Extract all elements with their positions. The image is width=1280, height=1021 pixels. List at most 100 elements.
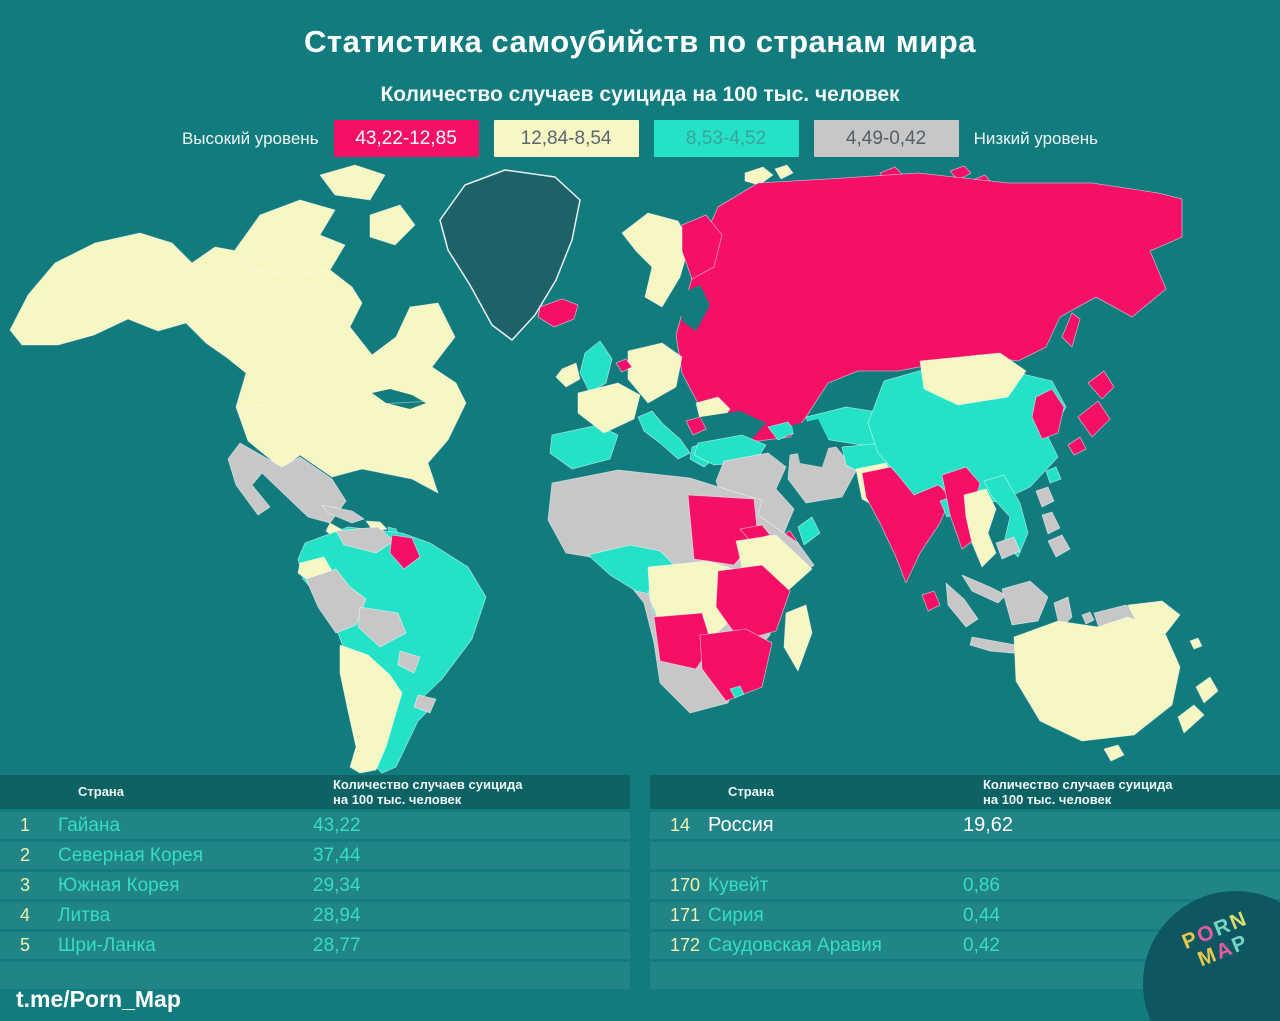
legend-high-label: Высокий уровень — [181, 128, 319, 148]
map-region-sri-lanka — [921, 590, 941, 612]
rank-cell: 172 — [670, 935, 701, 955]
value-cell: 0,86 — [963, 874, 1000, 896]
table-top-countries: Страна Количество случаев суицида на 100 … — [0, 775, 630, 992]
legend-bin-very-high: 43,22-12,85 — [333, 120, 479, 157]
map-region-greenland — [439, 169, 581, 341]
rank-cell: 1 — [20, 815, 31, 835]
map-region-lesotho — [729, 685, 745, 699]
rank-cell: 2 — [20, 845, 31, 865]
table-row: 5 Шри-Ланка 28,77 — [0, 932, 630, 959]
map-region-venezuela — [335, 526, 395, 554]
map-region-philippines — [1041, 511, 1061, 535]
table-row: 4 Литва 28,94 — [0, 902, 630, 929]
country-cell: Северная Корея — [58, 844, 203, 866]
map-region-central-europe — [627, 342, 683, 404]
map-region-north-america — [9, 232, 467, 494]
map-region-tasmania — [1103, 744, 1125, 762]
column-header-country: Страна — [728, 784, 775, 799]
value-cell: 29,34 — [313, 874, 361, 896]
map-region-new-zealand — [1177, 704, 1205, 734]
page-subtitle: Количество случаев суицида на 100 тыс. ч… — [380, 83, 900, 106]
rank-cell: 3 — [20, 875, 31, 895]
map-region-cuba — [321, 504, 365, 524]
map-region-malaysia — [961, 574, 1007, 604]
map-region-thailand — [963, 488, 997, 568]
map-region-vietnam-laos — [983, 474, 1029, 558]
map-region-caspian-sea — [792, 419, 830, 467]
rank-cell: 171 — [670, 905, 701, 925]
map-region-finland — [681, 214, 723, 280]
map-region-uk — [579, 340, 613, 394]
map-region-bolivia — [357, 606, 407, 648]
value-cell: 0,44 — [963, 904, 1000, 926]
legend-bin-high: 12,84-8,54 — [493, 120, 639, 157]
map-region-svalbard — [744, 166, 774, 186]
map-region-baltic-sea — [678, 285, 710, 331]
table-row: 14 Россия 19,62 — [650, 812, 1280, 839]
map-region-japan — [1077, 400, 1111, 438]
map-region-guyana — [389, 534, 421, 570]
country-cell: Саудовская Аравия — [708, 934, 882, 956]
map-region-black-sea — [700, 411, 766, 439]
map-region-new-zealand — [1195, 676, 1219, 704]
map-region-arctic-islands — [369, 204, 416, 246]
rank-cell: 5 — [20, 935, 31, 955]
map-region-great-lakes — [372, 389, 426, 409]
value-cell: 28,77 — [313, 934, 361, 956]
map-region-scandinavia — [621, 212, 691, 308]
map-region-philippines — [1035, 486, 1055, 508]
value-cell: 0,42 — [963, 934, 1000, 956]
country-cell: Сирия — [708, 904, 764, 926]
table-row: 1 Гайана 43,22 — [0, 812, 630, 839]
map-region-maluku — [1081, 611, 1095, 625]
legend-bin-medium: 8,53-4,52 — [653, 120, 799, 157]
map-region-russia — [675, 172, 1183, 444]
map-region-mongolia — [919, 352, 1027, 406]
map-region-france — [577, 382, 641, 434]
map-region-paraguay — [397, 650, 421, 674]
value-cell: 43,22 — [313, 814, 361, 836]
table-bottom-countries: Страна Количество случаев суицида на 100 … — [650, 775, 1280, 992]
porn-map-logo-text: PORN MAP — [1178, 906, 1253, 972]
table-row: 2 Северная Корея 37,44 — [0, 842, 630, 869]
country-cell: Литва — [58, 904, 111, 926]
map-region-arctic-islands — [319, 164, 386, 201]
column-header-value: Количество случаев суицида на 100 тыс. че… — [333, 777, 523, 807]
map-region-uruguay — [413, 694, 437, 714]
map-region-oman — [797, 516, 821, 546]
map-region-japan — [1067, 436, 1087, 456]
value-cell: 28,94 — [313, 904, 361, 926]
column-header-country: Страна — [78, 784, 125, 799]
table-row — [0, 962, 630, 989]
map-region-argentina-chile — [339, 644, 403, 774]
map-region-ireland — [555, 362, 581, 388]
world-map — [0, 155, 1280, 775]
map-region-philippines — [1047, 534, 1071, 558]
table-row — [650, 842, 1280, 869]
telegram-handle: t.me/Porn_Map — [16, 986, 181, 1012]
map-region-east-africa — [715, 564, 791, 642]
rank-cell: 4 — [20, 905, 31, 925]
map-region-zambezi — [699, 628, 773, 702]
rank-cell: 14 — [670, 815, 691, 835]
table-row: 170 Кувейт 0,86 — [650, 872, 1280, 899]
map-region-arctic-islands — [234, 199, 346, 276]
map-region-japan — [1087, 370, 1115, 400]
page-title: Статистика самоубийств по странам мира — [304, 24, 976, 59]
table-row: 3 Южная Корея 29,34 — [0, 872, 630, 899]
map-region-serbia — [685, 416, 707, 436]
map-region-australia — [1013, 616, 1181, 742]
legend-low-label: Низкий уровень — [973, 128, 1099, 148]
legend-bin-low: 4,49-0,42 — [813, 120, 959, 157]
map-region-taiwan — [1045, 466, 1062, 484]
table-header: Страна Количество случаев суицида на 100 … — [650, 775, 1280, 809]
map-region-mexico — [227, 442, 347, 524]
column-header-value: Количество случаев суицида на 100 тыс. че… — [983, 777, 1173, 807]
country-cell: Россия — [708, 814, 774, 836]
country-cell: Шри-Ланка — [58, 934, 156, 956]
map-region-madagascar — [783, 604, 813, 672]
table-header: Страна Количество случаев суицида на 100 … — [0, 775, 630, 809]
country-cell: Кувейт — [708, 874, 769, 896]
map-region-benelux — [615, 358, 633, 373]
map-region-borneo — [1001, 580, 1049, 626]
